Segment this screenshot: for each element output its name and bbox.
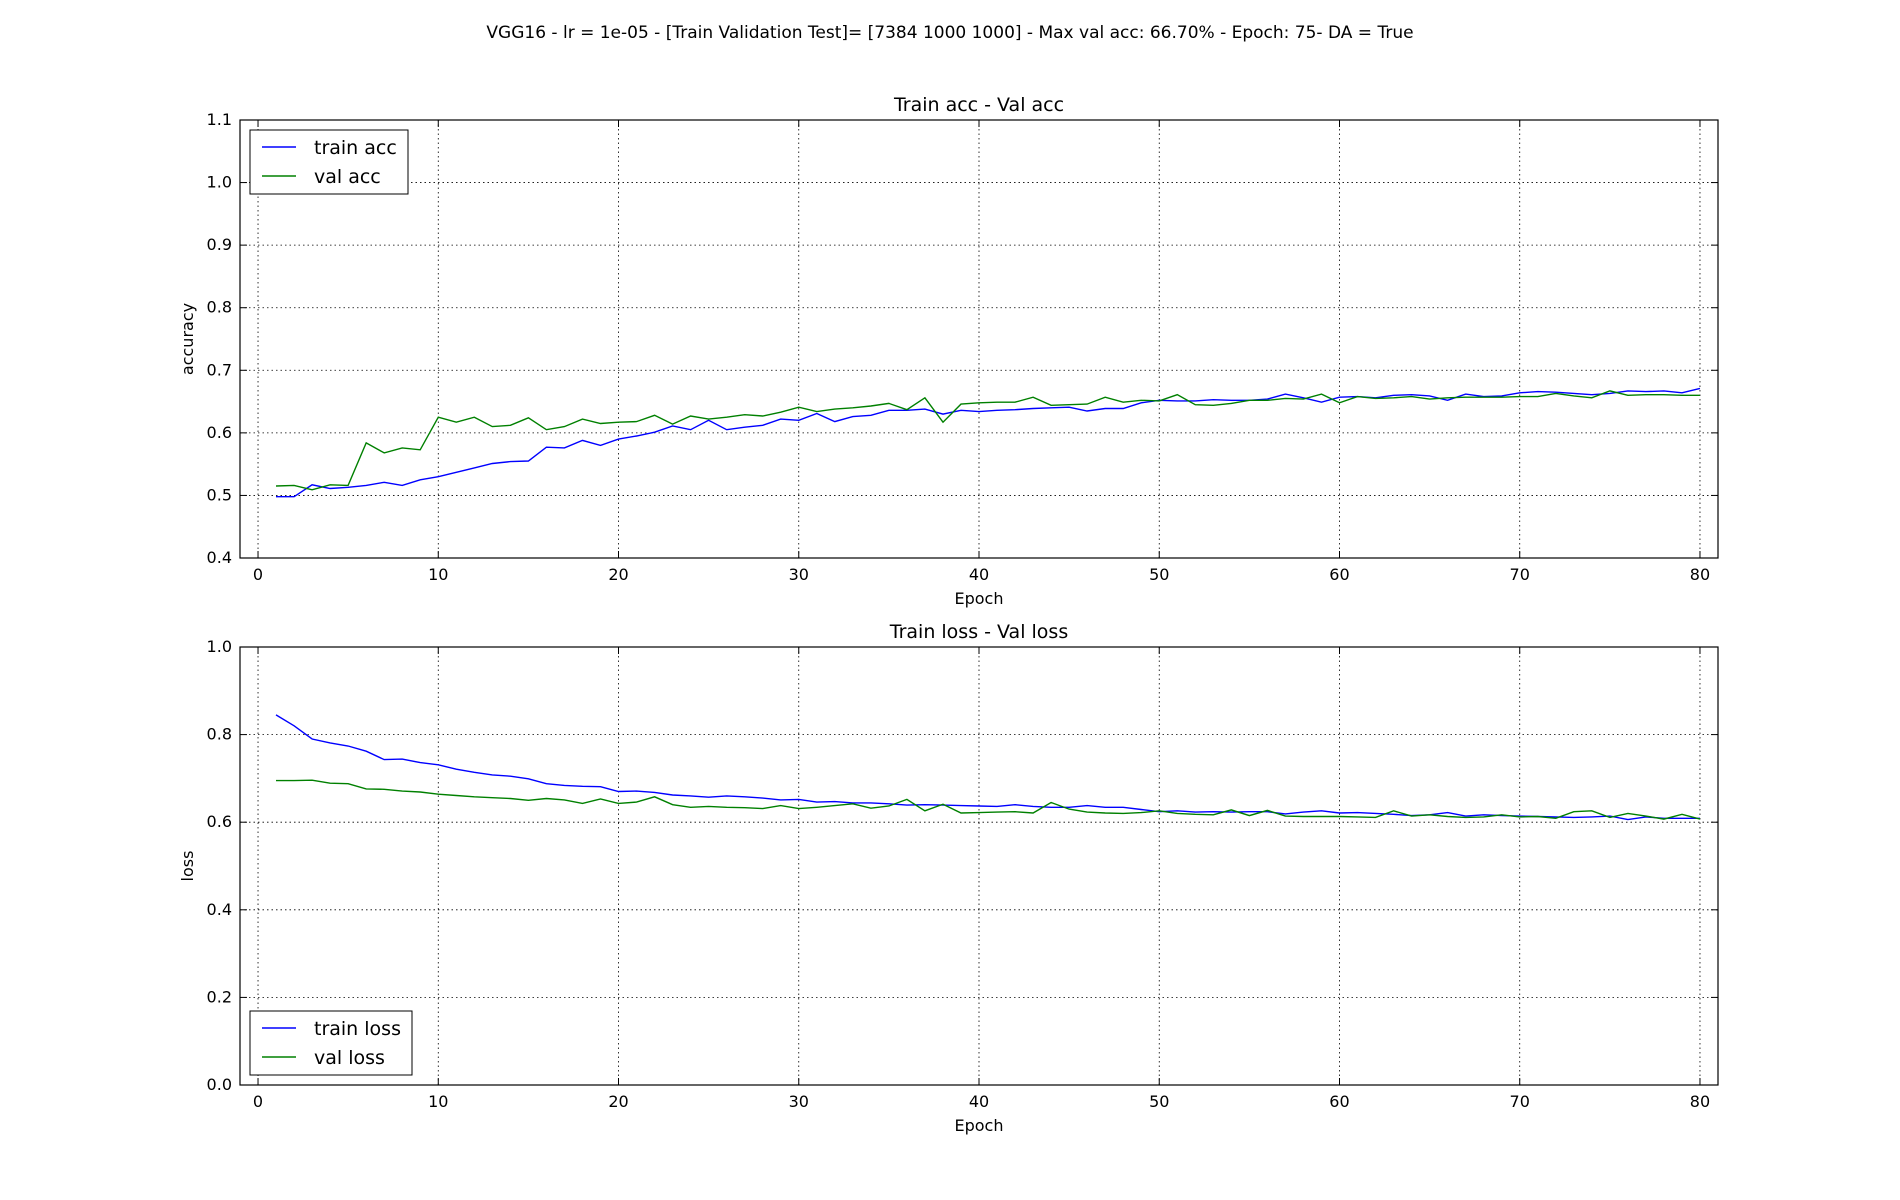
y-tick-label: 0.6: [207, 423, 232, 442]
legend-item: val acc: [262, 166, 381, 188]
series-line-train-loss: [275, 714, 1700, 821]
y-axis-label: accuracy: [178, 303, 197, 375]
x-tick-label: 80: [1690, 1092, 1710, 1111]
y-axis-label: loss: [178, 851, 197, 882]
x-tick-label: 40: [969, 1092, 989, 1111]
accuracy-chart: 0 10 20 30 40 50 60 70 80 0.4 0.5 0.6 0.7 0.8 0.9 1.0 1.…: [178, 94, 1719, 608]
y-tick-label: 0.4: [207, 900, 232, 919]
legend: train loss val loss: [249, 1010, 413, 1076]
x-tick-label: 50: [1149, 565, 1169, 584]
legend-label: val loss: [314, 1047, 385, 1069]
x-tick-label: 60: [1329, 1092, 1349, 1111]
y-tick-label: 1.0: [207, 637, 232, 656]
x-tick-label: 70: [1510, 1092, 1530, 1111]
legend-item: train loss: [262, 1018, 401, 1040]
loss-chart: 0 10 20 30 40 50 60 70 80 0.0 0.2 0.4 0.6 0.8 1.0 Train…: [178, 621, 1719, 1135]
x-tick-label: 50: [1149, 1092, 1169, 1111]
x-tick-label: 0: [253, 565, 263, 584]
legend-label: train loss: [314, 1018, 401, 1040]
y-tick-label: 0.8: [207, 725, 232, 744]
x-axis-label: Epoch: [955, 1116, 1004, 1135]
x-tick-label: 10: [428, 1092, 448, 1111]
x-tick-label: 80: [1690, 565, 1710, 584]
series-line-train-acc: [276, 387, 1701, 498]
y-tick-label: 0.7: [207, 360, 232, 379]
legend-label: val acc: [314, 166, 381, 188]
x-tick-label: 60: [1329, 565, 1349, 584]
legend-box: [249, 129, 409, 195]
y-tick-label: 0.8: [207, 298, 232, 317]
y-tick-label: 0.0: [207, 1075, 232, 1094]
y-tick-label: 0.5: [207, 485, 232, 504]
y-tick-label: 0.4: [207, 548, 232, 567]
chart-title: Train acc - Val acc: [893, 94, 1064, 116]
x-tick-label: 0: [253, 1092, 263, 1111]
y-tick-label: 0.6: [207, 812, 232, 831]
x-axis-label: Epoch: [955, 589, 1004, 608]
legend: train acc val acc: [249, 129, 409, 195]
y-tick-label: 1.1: [207, 110, 232, 129]
y-tick-label: 0.9: [207, 235, 232, 254]
x-tick-label: 40: [969, 565, 989, 584]
x-tick-label: 20: [608, 1092, 628, 1111]
legend-label: train acc: [314, 137, 397, 159]
x-tick-label: 70: [1510, 565, 1530, 584]
legend-item: val loss: [262, 1047, 385, 1069]
legend-box: [249, 1010, 413, 1076]
legend-item: train acc: [262, 137, 397, 159]
series-line-val-acc: [275, 390, 1700, 491]
x-tick-label: 30: [789, 565, 809, 584]
x-tick-label: 30: [789, 1092, 809, 1111]
figure-suptitle: VGG16 - lr = 1e-05 - [Train Validation T…: [486, 23, 1413, 43]
y-tick-label: 0.2: [207, 987, 232, 1006]
chart-title: Train loss - Val loss: [889, 621, 1068, 643]
x-tick-label: 10: [428, 565, 448, 584]
x-tick-label: 20: [608, 565, 628, 584]
y-tick-label: 1.0: [207, 173, 232, 192]
series-line-val-loss: [276, 779, 1701, 820]
